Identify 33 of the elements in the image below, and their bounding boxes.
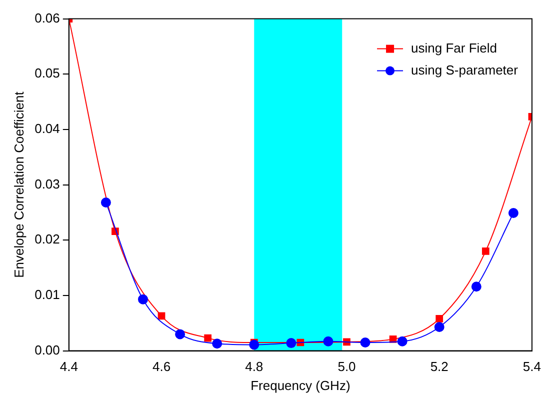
point: [436, 315, 444, 322]
point: [434, 322, 444, 332]
point: [397, 336, 408, 346]
y-tick-label: 0.04: [34, 121, 60, 136]
y-axis-title: Envelope Correlation Coefficient: [11, 91, 26, 278]
point: [204, 334, 212, 342]
point: [482, 248, 490, 255]
point: [138, 294, 148, 304]
x-tick-label: 4.4: [60, 359, 78, 374]
x-tick-label: 5.2: [430, 359, 448, 374]
point: [508, 208, 518, 218]
y-tick-label: 0.03: [34, 176, 60, 192]
x-tick-label: 5.4: [522, 359, 542, 374]
y-tick-label: 0.01: [34, 287, 60, 302]
y-tick-label: 0.02: [34, 232, 60, 247]
y-tick-label: 0.00: [34, 342, 60, 358]
x-tick-label: 4.8: [245, 359, 264, 374]
point: [471, 282, 482, 292]
y-tick-label: 0.05: [34, 66, 60, 81]
x-tick-label: 5.0: [338, 359, 356, 374]
y-tick-label: 0.06: [34, 10, 60, 26]
point: [158, 312, 166, 320]
point: [249, 340, 260, 350]
point: [100, 198, 111, 208]
x-axis-title: Frequency (GHz): [250, 378, 350, 393]
point: [360, 338, 370, 348]
point: [323, 336, 334, 346]
legend-label: using Far Field: [411, 40, 498, 56]
legend-label: using S-parameter: [411, 62, 519, 78]
point: [212, 338, 222, 349]
point: [175, 329, 186, 340]
x-tick-label: 4.6: [152, 359, 171, 374]
point: [286, 338, 296, 348]
